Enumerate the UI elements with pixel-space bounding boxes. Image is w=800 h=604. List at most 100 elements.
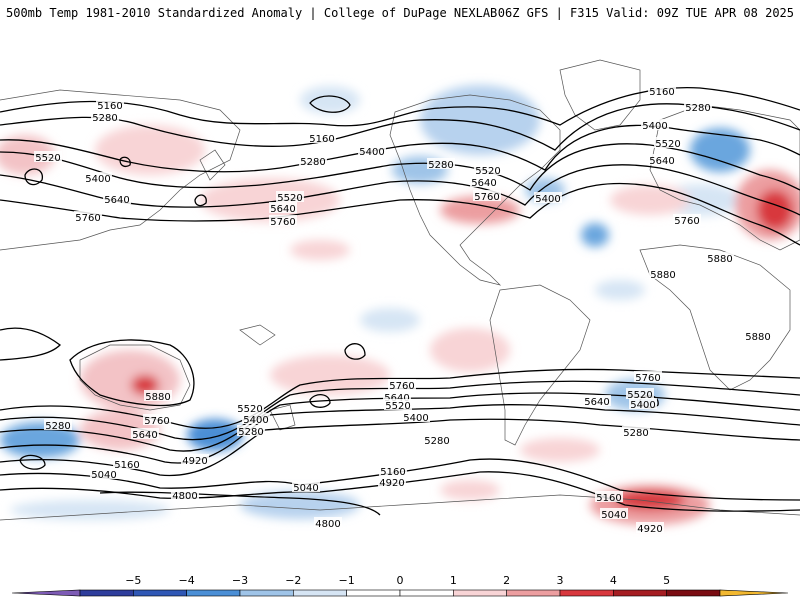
contour-label: 4920 (379, 478, 404, 489)
colorbar-segment (133, 589, 187, 597)
contour-label-bg (383, 391, 411, 402)
map-canvas: 5160528055205400564057605160540052805520… (0, 40, 800, 560)
contour-label-bg (648, 85, 676, 96)
contour-label-bg (649, 268, 677, 279)
contour-label: 5400 (359, 147, 384, 158)
colorbar: −5 −4 −3 −2 −1 0 1 2 3 4 5 (0, 560, 800, 600)
contour-label-bg (379, 465, 407, 476)
contour-label: 5040 (601, 510, 626, 521)
contour-label: 4800 (315, 519, 340, 530)
contour-label-bg (236, 402, 264, 413)
contour-label-bg (143, 414, 171, 425)
south-america-coast (489, 284, 591, 446)
colorbar-segment (453, 589, 507, 597)
contour-label-bg (276, 191, 304, 202)
contour-label: 5280 (92, 113, 117, 124)
contour-label: 5040 (293, 483, 318, 494)
colorbar-segment (79, 589, 134, 597)
contour-label: 5520 (237, 404, 262, 415)
contour-label: 5280 (623, 428, 648, 439)
contour-label: 4920 (182, 456, 207, 467)
contour-label-bg (299, 155, 327, 166)
contour-label-bg (583, 395, 611, 406)
contour-label: 5520 (627, 390, 652, 401)
contour-label-bg (44, 419, 72, 430)
contour-label: 5520 (35, 153, 60, 164)
contour-label: 5280 (238, 427, 263, 438)
new-zealand-coast (269, 404, 296, 431)
contour-label: 5520 (385, 401, 410, 412)
contour-label: 5280 (685, 103, 710, 114)
contour-label-bg (600, 508, 628, 519)
contour-label-bg (595, 491, 623, 502)
contour-label-bg (242, 413, 270, 424)
contour-label-bg (626, 388, 654, 399)
contour-label-bg (641, 119, 669, 130)
colorbar-segment (186, 589, 241, 597)
contour-label: 5160 (309, 134, 334, 145)
greenland-coast (559, 59, 641, 131)
colorbar-tick-label: 5 (663, 574, 670, 587)
run-info: 06Z GFS | F315 Valid: 09Z TUE APR 08 202… (497, 6, 794, 20)
contour-label: 5640 (584, 397, 609, 408)
contour-label-bg (388, 379, 416, 390)
contour-label: 5520 (655, 139, 680, 150)
contour-label: 5640 (384, 393, 409, 404)
contour-label: 5520 (475, 166, 500, 177)
contour-label: 5040 (91, 470, 116, 481)
australia-coast (79, 344, 191, 411)
contour-label-bg (534, 192, 562, 203)
contour-label: 5880 (145, 392, 170, 403)
contour-label: 5400 (403, 413, 428, 424)
png-coast (239, 324, 276, 346)
north-america-coast (389, 94, 561, 286)
contour-label: 5160 (649, 87, 674, 98)
contour-label-bg (358, 145, 386, 156)
contour-label: 5760 (144, 416, 169, 427)
contour-label-bg (673, 214, 701, 225)
contour-label: 5640 (649, 156, 674, 167)
asia-coast (0, 89, 241, 251)
contour-label-bg (654, 137, 682, 148)
colorbar-segment (613, 589, 667, 597)
contour-label-bg (378, 476, 406, 487)
contour-label: 5400 (642, 121, 667, 132)
contour-label-bg (237, 425, 265, 436)
colorbar-segment (666, 589, 721, 597)
map-panel: 5160 5280 5520 5400 5640 5760 5160 5400 5280 5520… (0, 40, 800, 560)
contour-label-bg (103, 193, 131, 204)
colorbar-tick-label: 3 (557, 574, 564, 587)
map-title: 500mb Temp 1981-2010 Standardized Anomal… (6, 6, 498, 20)
anomaly-shading (0, 85, 800, 525)
contour-label: 5280 (428, 160, 453, 171)
contour-label-bg (131, 428, 159, 439)
contour-label-bg (744, 330, 772, 341)
contour-label: 5760 (389, 381, 414, 392)
contour-label: 5880 (707, 254, 732, 265)
colorbar-segment (239, 589, 294, 597)
contour-label-bg (74, 211, 102, 222)
colorbar-segment (293, 589, 347, 597)
contour-label: 5160 (596, 493, 621, 504)
colorbar-segment (346, 589, 401, 597)
contour-label-bg (113, 458, 141, 469)
contour-label-bg (423, 434, 451, 445)
contour-label-bg (84, 172, 112, 183)
contour-label: 5520 (277, 193, 302, 204)
contour-label: 5760 (75, 213, 100, 224)
contour-label-bg (629, 398, 657, 409)
contour-label: 5160 (380, 467, 405, 478)
contour-label-bg (636, 522, 664, 533)
europe-coast (649, 104, 800, 251)
contour-label: 5280 (424, 436, 449, 447)
contour-label: 5280 (45, 421, 70, 432)
contour-label-bg (648, 154, 676, 165)
contour-label-bg (91, 111, 119, 122)
contour-label: 4800 (172, 491, 197, 502)
contour-label: 5160 (114, 460, 139, 471)
contour-label: 5400 (243, 415, 268, 426)
colorbar-tick-label: −5 (125, 574, 141, 587)
colorbar-segment (559, 589, 614, 597)
contour-label-bg (314, 517, 342, 528)
contour-label: 5160 (97, 101, 122, 112)
